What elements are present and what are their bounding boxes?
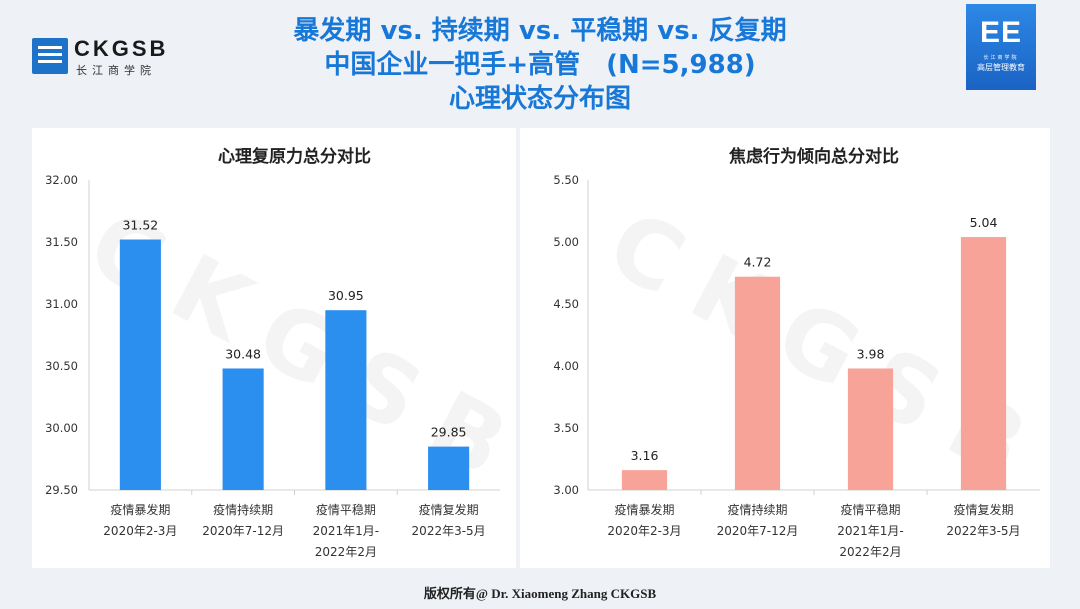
x-tick-label: 2020年7-12月 [202, 524, 284, 538]
y-tick-label: 30.00 [45, 421, 78, 435]
x-tick-label: 2021年1月- [313, 524, 380, 538]
chart-title: 焦虑行为倾向总分对比 [728, 146, 899, 167]
y-tick-label: 4.50 [553, 297, 579, 311]
x-tick-label: 疫情复发期 [419, 502, 479, 517]
x-tick-label: 疫情暴发期 [110, 502, 170, 517]
y-tick-label: 32.00 [45, 173, 78, 187]
chart-panel-resilience: CKGSB 心理复原力总分对比 29.50 30.00 30.50 31.00 31.50 3… [32, 128, 547, 568]
ckgsb-logo: CKGSB 长江商学院 [32, 36, 172, 77]
x-tick-label: 疫情复发期 [953, 502, 1013, 517]
bar [119, 239, 161, 490]
bar-value-label: 5.04 [970, 215, 998, 230]
bar [847, 368, 894, 490]
chart-title: 心理复原力总分对比 [218, 146, 371, 167]
ckgsb-logo-subtext: 长江商学院 [76, 64, 156, 77]
copyright-footer: 版权所有@ Dr. Xiaomeng Zhang CKGSB [423, 586, 657, 601]
resilience-chart: CKGSB心理复原力总分对比29.5030.0030.5031.0031.503… [45, 146, 547, 559]
y-tick-label: 5.50 [553, 173, 579, 187]
x-tick-label: 疫情平稳期 [316, 502, 376, 517]
x-tick-label: 2022年2月 [839, 545, 901, 559]
bar [222, 368, 264, 490]
chart-panel-anxiety: CKGSB 焦虑行为倾向总分对比 3.00 3.50 4.00 4.50 5.00 5.50 3… [520, 128, 1066, 568]
y-tick-label: 29.50 [45, 483, 78, 497]
x-tick-label: 2022年3-5月 [412, 524, 486, 538]
x-tick-label: 2020年2-3月 [103, 524, 177, 538]
y-tick-label: 31.00 [45, 297, 78, 311]
bar-value-label: 4.72 [744, 255, 772, 270]
bar-value-label: 30.95 [328, 288, 364, 303]
x-tick-label: 2022年3-5月 [946, 524, 1020, 538]
x-tick-label: 2020年2-3月 [607, 524, 681, 538]
ee-logo-small-text: 长江商学院 [983, 55, 1019, 61]
y-tick-label: 3.50 [553, 421, 579, 435]
ee-logo: EE 长江商学院 高层管理教育 [966, 4, 1036, 90]
page-title-line-3: 心理状态分布图 [448, 84, 631, 114]
y-tick-label: 31.50 [45, 235, 78, 249]
bar-value-label: 3.98 [857, 346, 885, 361]
y-tick-label: 3.00 [553, 483, 579, 497]
x-tick-label: 疫情暴发期 [614, 502, 674, 517]
ee-logo-text: EE [979, 16, 1023, 49]
x-tick-label: 2020年7-12月 [717, 524, 799, 538]
bar [325, 310, 367, 490]
bar [428, 446, 470, 490]
y-tick-label: 5.00 [553, 235, 579, 249]
ee-logo-subtext: 高层管理教育 [977, 63, 1025, 72]
x-tick-label: 疫情平稳期 [840, 502, 900, 517]
bar-value-label: 30.48 [225, 346, 261, 361]
y-tick-label: 30.50 [45, 359, 78, 373]
x-tick-label: 2021年1月- [837, 524, 904, 538]
bar-value-label: 29.85 [431, 425, 467, 440]
x-tick-label: 2022年2月 [315, 545, 377, 559]
page-title-line-2: 中国企业一把手+高管 (N=5,988) [324, 50, 756, 80]
bar-value-label: 31.52 [122, 218, 158, 233]
bar [621, 470, 668, 490]
ckgsb-logo-icon [32, 38, 68, 74]
y-tick-label: 4.00 [553, 359, 579, 373]
page-title-line-1: 暴发期 vs. 持续期 vs. 平稳期 vs. 反复期 [293, 16, 787, 46]
ckgsb-logo-text: CKGSB [74, 36, 169, 61]
x-tick-label: 疫情持续期 [727, 502, 787, 517]
x-tick-label: 疫情持续期 [213, 502, 273, 517]
bar [960, 237, 1007, 490]
anxiety-chart: CKGSB焦虑行为倾向总分对比3.003.504.004.505.005.503… [553, 146, 1066, 559]
bar-value-label: 3.16 [631, 448, 659, 463]
bar [734, 276, 781, 490]
